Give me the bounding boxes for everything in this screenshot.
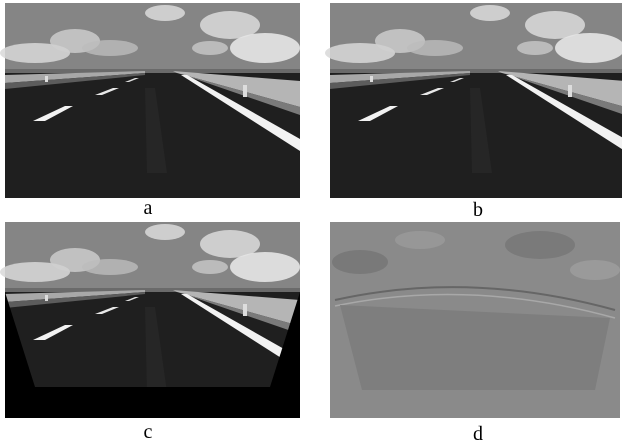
panel-a [0,3,300,198]
panel-b [325,3,622,198]
panel-label: a [144,197,153,219]
figure: a b c d [0,0,622,446]
panel-label: d [473,423,483,445]
panel-label: c [144,421,153,443]
panel-label: b [473,199,483,221]
panel-c [0,222,300,418]
panel-d [330,222,620,418]
